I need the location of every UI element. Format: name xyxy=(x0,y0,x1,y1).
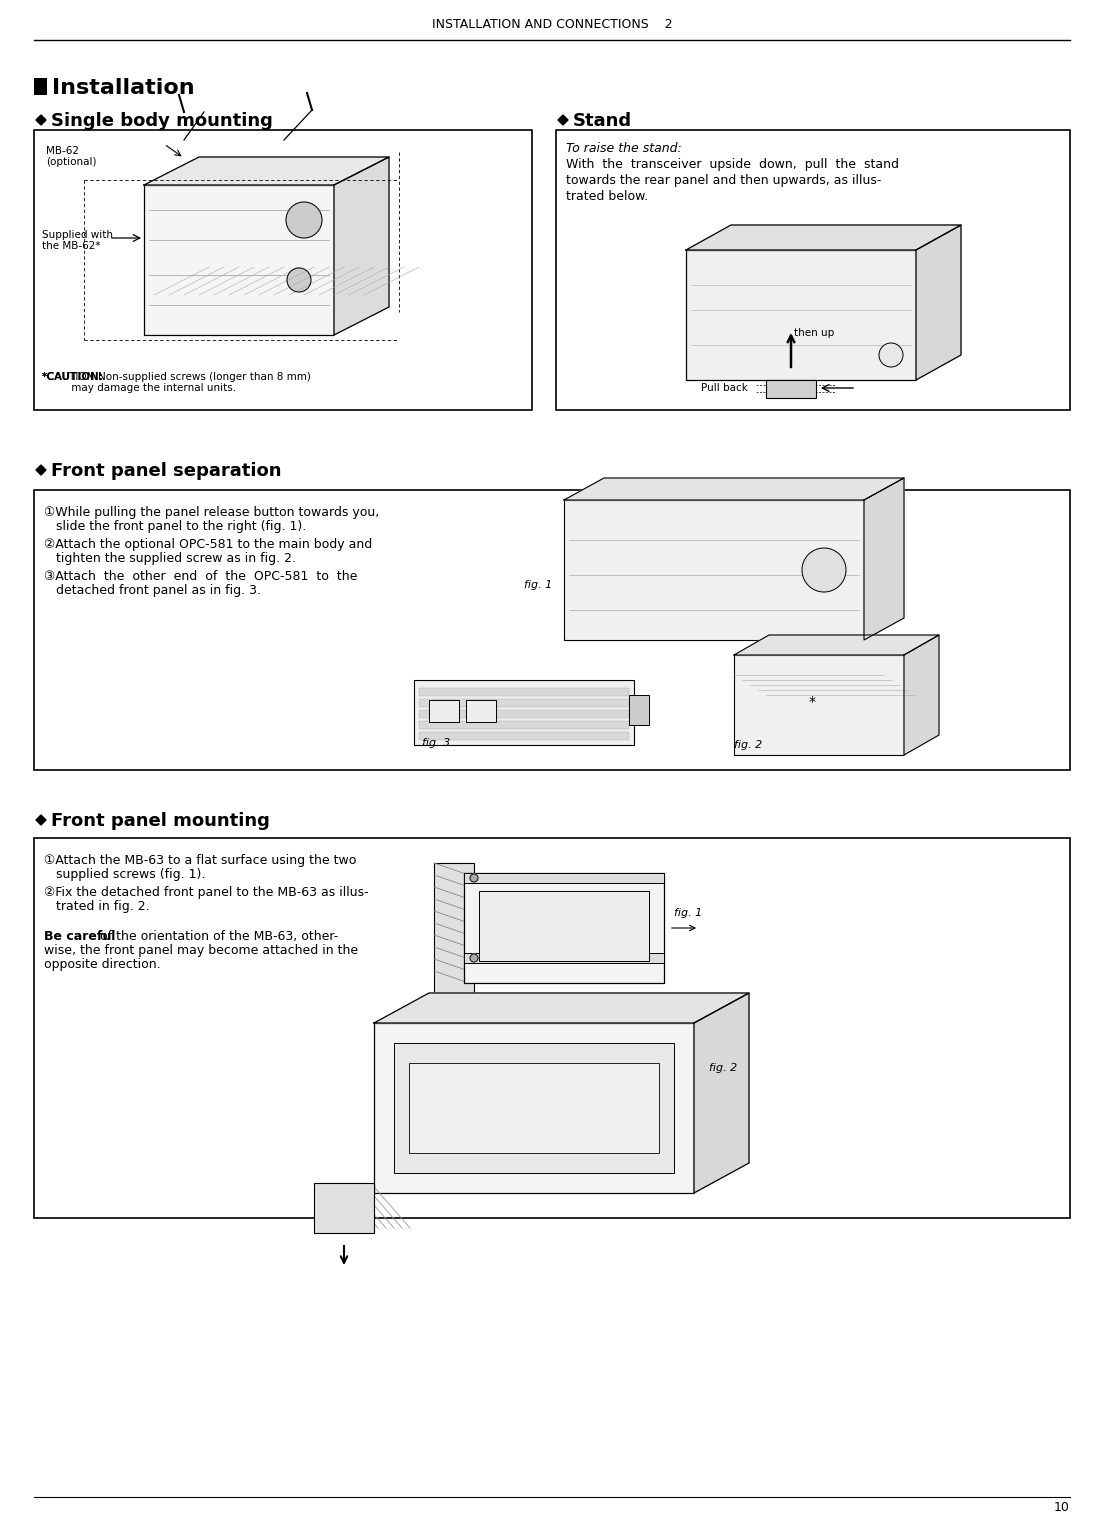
Bar xyxy=(734,656,904,755)
Text: Stand: Stand xyxy=(573,111,633,130)
Polygon shape xyxy=(686,226,960,250)
Text: INSTALLATION AND CONNECTIONS    2: INSTALLATION AND CONNECTIONS 2 xyxy=(432,18,672,30)
Text: 10: 10 xyxy=(1054,1501,1070,1514)
Bar xyxy=(144,185,335,336)
Text: tighten the supplied screw as in fig. 2.: tighten the supplied screw as in fig. 2. xyxy=(44,552,296,564)
Text: *: * xyxy=(809,695,816,709)
Text: then up: then up xyxy=(794,328,835,339)
Polygon shape xyxy=(36,465,46,474)
Text: ②Attach the optional OPC-581 to the main body and: ②Attach the optional OPC-581 to the main… xyxy=(44,538,372,551)
Text: fig. 1: fig. 1 xyxy=(675,907,702,918)
Bar xyxy=(420,688,629,695)
Bar xyxy=(556,130,1070,410)
Polygon shape xyxy=(144,157,389,185)
Polygon shape xyxy=(374,993,749,1023)
Bar xyxy=(464,953,664,962)
Text: Front panel mounting: Front panel mounting xyxy=(51,811,269,830)
Text: ③Attach  the  other  end  of  the  OPC-581  to  the: ③Attach the other end of the OPC-581 to … xyxy=(44,570,358,583)
Circle shape xyxy=(470,955,478,962)
Bar xyxy=(429,700,459,721)
Polygon shape xyxy=(36,114,46,125)
Text: Installation: Installation xyxy=(52,78,194,98)
Text: slide the front panel to the right (fig. 1).: slide the front panel to the right (fig.… xyxy=(44,520,306,534)
Bar xyxy=(686,250,916,380)
Text: ①While pulling the panel release button towards you,: ①While pulling the panel release button … xyxy=(44,506,380,518)
Bar xyxy=(34,78,47,95)
Circle shape xyxy=(879,343,903,368)
Text: *CAUTION:Non-supplied screws (longer than 8 mm): *CAUTION:Non-supplied screws (longer tha… xyxy=(42,372,311,381)
Polygon shape xyxy=(904,634,940,755)
Text: Front panel separation: Front panel separation xyxy=(51,462,282,480)
Polygon shape xyxy=(864,477,904,640)
Text: Supplied with: Supplied with xyxy=(42,230,113,239)
Text: fig. 3: fig. 3 xyxy=(422,738,450,747)
Bar xyxy=(408,1063,659,1153)
Bar xyxy=(420,732,629,740)
Polygon shape xyxy=(694,993,749,1193)
Bar xyxy=(629,695,649,724)
Text: ①Attach the MB-63 to a flat surface using the two: ①Attach the MB-63 to a flat surface usin… xyxy=(44,854,357,868)
Polygon shape xyxy=(335,157,389,336)
Text: fig. 1: fig. 1 xyxy=(524,580,552,590)
Bar xyxy=(34,130,532,410)
Circle shape xyxy=(470,874,478,881)
Bar xyxy=(464,872,664,883)
Bar xyxy=(420,721,629,729)
Bar xyxy=(434,863,474,993)
Text: Pull back: Pull back xyxy=(701,383,747,393)
Text: opposite direction.: opposite direction. xyxy=(44,958,160,971)
Text: ②Fix the detached front panel to the MB-63 as illus-: ②Fix the detached front panel to the MB-… xyxy=(44,886,369,900)
Bar xyxy=(479,891,649,961)
Text: trated below.: trated below. xyxy=(566,191,648,203)
Text: supplied screws (fig. 1).: supplied screws (fig. 1). xyxy=(44,868,205,881)
Circle shape xyxy=(802,547,846,592)
Bar xyxy=(564,500,864,640)
Text: Single body mounting: Single body mounting xyxy=(51,111,273,130)
Text: trated in fig. 2.: trated in fig. 2. xyxy=(44,900,150,913)
Bar xyxy=(464,872,664,984)
Bar xyxy=(414,680,634,746)
Text: may damage the internal units.: may damage the internal units. xyxy=(42,383,236,393)
Polygon shape xyxy=(558,114,567,125)
Text: To raise the stand:: To raise the stand: xyxy=(566,142,682,156)
Text: wise, the front panel may become attached in the: wise, the front panel may become attache… xyxy=(44,944,358,958)
Bar xyxy=(420,711,629,718)
Bar xyxy=(34,490,1070,770)
Polygon shape xyxy=(916,226,960,380)
Text: of the orientation of the MB-63, other-: of the orientation of the MB-63, other- xyxy=(96,930,338,942)
Bar xyxy=(34,839,1070,1218)
Bar xyxy=(374,1023,694,1193)
Text: fig. 2: fig. 2 xyxy=(734,740,762,750)
Circle shape xyxy=(287,268,311,291)
Bar xyxy=(394,1043,675,1173)
Text: Be careful: Be careful xyxy=(44,930,116,942)
Polygon shape xyxy=(36,814,46,825)
Text: *CAUTION:: *CAUTION: xyxy=(42,372,104,381)
Text: towards the rear panel and then upwards, as illus-: towards the rear panel and then upwards,… xyxy=(566,174,881,188)
Text: detached front panel as in fig. 3.: detached front panel as in fig. 3. xyxy=(44,584,261,596)
Bar xyxy=(466,700,496,721)
Bar xyxy=(314,1183,374,1234)
Bar xyxy=(420,698,629,708)
Polygon shape xyxy=(734,634,940,656)
Polygon shape xyxy=(564,477,904,500)
Text: (optional): (optional) xyxy=(46,157,96,168)
Circle shape xyxy=(286,201,322,238)
Text: fig. 2: fig. 2 xyxy=(709,1063,737,1074)
Text: the MB-62*: the MB-62* xyxy=(42,241,100,252)
Text: With  the  transceiver  upside  down,  pull  the  stand: With the transceiver upside down, pull t… xyxy=(566,159,899,171)
Text: MB-62: MB-62 xyxy=(46,146,79,156)
Bar xyxy=(766,380,816,398)
